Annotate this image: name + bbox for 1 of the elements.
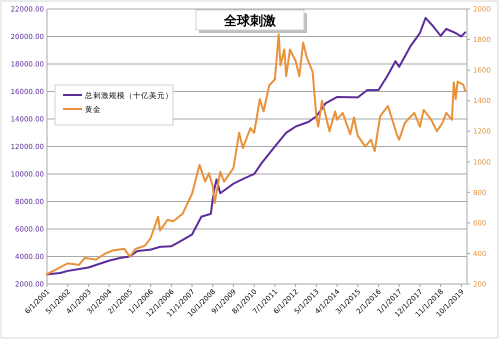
chart-title: 全球刺激: [223, 13, 277, 29]
